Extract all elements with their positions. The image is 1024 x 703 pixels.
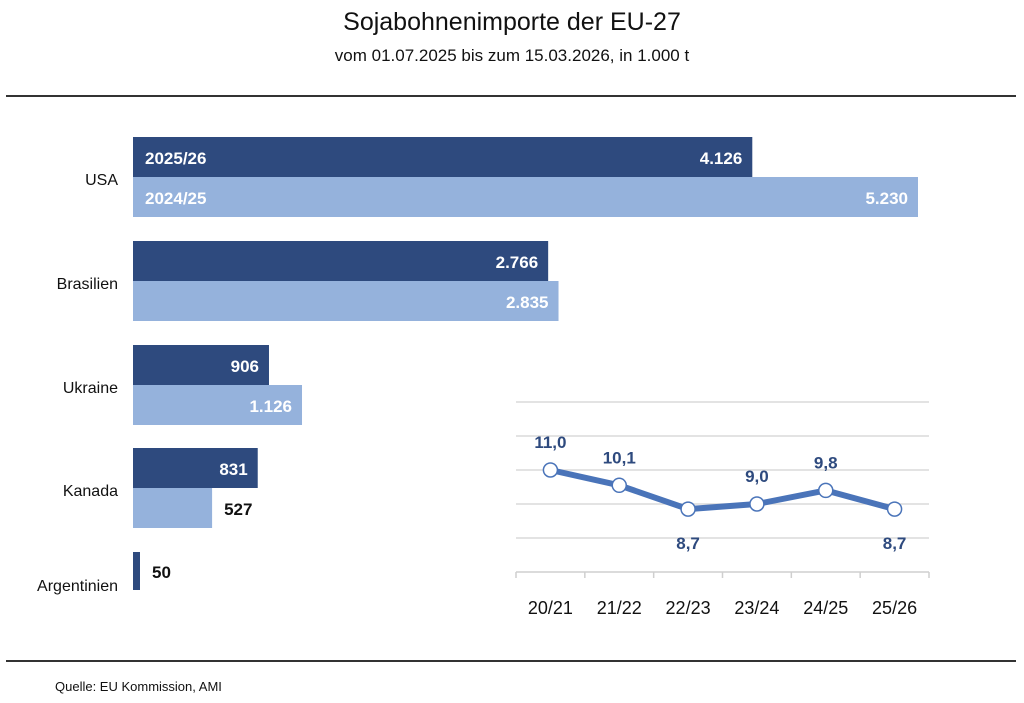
- x-tick-label: 21/22: [597, 598, 642, 618]
- bar-value-label: 2.766: [496, 253, 539, 272]
- bar-value-label: 906: [231, 357, 259, 376]
- bar-previous: [133, 488, 213, 528]
- x-tick-label: 20/21: [528, 598, 573, 618]
- top-divider: [6, 95, 1016, 97]
- data-point: [818, 482, 834, 499]
- data-point: [886, 501, 903, 517]
- bar-current: [133, 241, 549, 281]
- bar-chart: USA 2025/26 4.126 2024/25 5.230 Brasilien 2.76…: [37, 137, 918, 595]
- bar-value-label: 2.835: [506, 293, 549, 312]
- bar-current: [133, 552, 140, 590]
- data-point: [542, 462, 559, 478]
- data-label: 8,7: [676, 534, 700, 553]
- legend-label: 2024/25: [145, 189, 206, 208]
- legend-label: 2025/26: [145, 149, 206, 168]
- data-point: [749, 496, 765, 512]
- data-label: 9,0: [745, 467, 769, 486]
- data-label: 10,1: [603, 448, 636, 467]
- x-tick-label: 24/25: [803, 598, 848, 618]
- data-point: [611, 477, 627, 494]
- bar-previous: [133, 177, 918, 217]
- line-chart: 11,0 20/21 10,1 21/22 8,7 22/23 9,0 23/24 9,8 24/…: [515, 401, 930, 618]
- bar-current: [133, 345, 269, 385]
- x-tick-label: 23/24: [734, 598, 779, 618]
- series-line: [549, 467, 896, 513]
- data-label: 9,8: [814, 453, 838, 472]
- bar-value-label: 4.126: [700, 149, 743, 168]
- bar-current: [133, 137, 753, 177]
- x-tick-label: 25/26: [872, 598, 917, 618]
- bar-value-label: 1.126: [249, 397, 292, 416]
- category-label: USA: [85, 172, 118, 189]
- chart-subtitle: vom 01.07.2025 bis zum 15.03.2026, in 1.…: [334, 46, 690, 65]
- bar-current: [133, 448, 258, 488]
- bottom-divider: [6, 660, 1016, 662]
- bar-value-label: 5.230: [865, 189, 908, 208]
- bar-value-label: 50: [152, 563, 171, 582]
- bar-previous: [133, 385, 303, 425]
- bar-value-label: 527: [224, 500, 252, 519]
- data-label: 11,0: [534, 433, 566, 452]
- category-label: Brasilien: [57, 276, 118, 293]
- category-label: Kanada: [63, 483, 118, 500]
- data-point: [680, 501, 696, 517]
- x-tick-label: 22/23: [666, 598, 711, 618]
- category-label: Argentinien: [37, 578, 118, 595]
- category-label: Ukraine: [63, 380, 118, 397]
- data-label: 8,7: [883, 534, 907, 553]
- bar-value-label: 831: [219, 460, 247, 479]
- source-note: Quelle: EU Kommission, AMI: [55, 679, 222, 694]
- bar-previous: [133, 281, 559, 321]
- chart-title: Sojabohnenimporte der EU-27: [343, 8, 681, 36]
